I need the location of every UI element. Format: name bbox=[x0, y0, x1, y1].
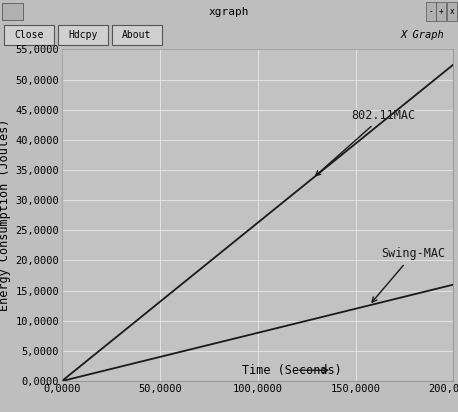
Bar bbox=[426, 2, 436, 21]
Y-axis label: Energy Consumption (Joules): Energy Consumption (Joules) bbox=[0, 119, 11, 311]
Text: x: x bbox=[449, 7, 454, 16]
Text: Swing-MAC: Swing-MAC bbox=[372, 248, 445, 302]
Text: X Graph: X Graph bbox=[400, 30, 444, 40]
Text: About: About bbox=[122, 30, 152, 40]
Text: Hdcpy: Hdcpy bbox=[68, 30, 98, 40]
Bar bbox=[58, 25, 108, 45]
Text: Close: Close bbox=[14, 30, 44, 40]
Text: 802.11MAC: 802.11MAC bbox=[316, 109, 416, 176]
Bar bbox=[447, 2, 457, 21]
Text: -: - bbox=[428, 7, 433, 16]
Text: xgraph: xgraph bbox=[209, 7, 249, 16]
Bar bbox=[2, 3, 23, 20]
Bar bbox=[436, 2, 446, 21]
Bar bbox=[112, 25, 162, 45]
Text: Time (Seconds): Time (Seconds) bbox=[242, 364, 342, 377]
Bar bbox=[4, 25, 54, 45]
Text: +: + bbox=[439, 7, 444, 16]
